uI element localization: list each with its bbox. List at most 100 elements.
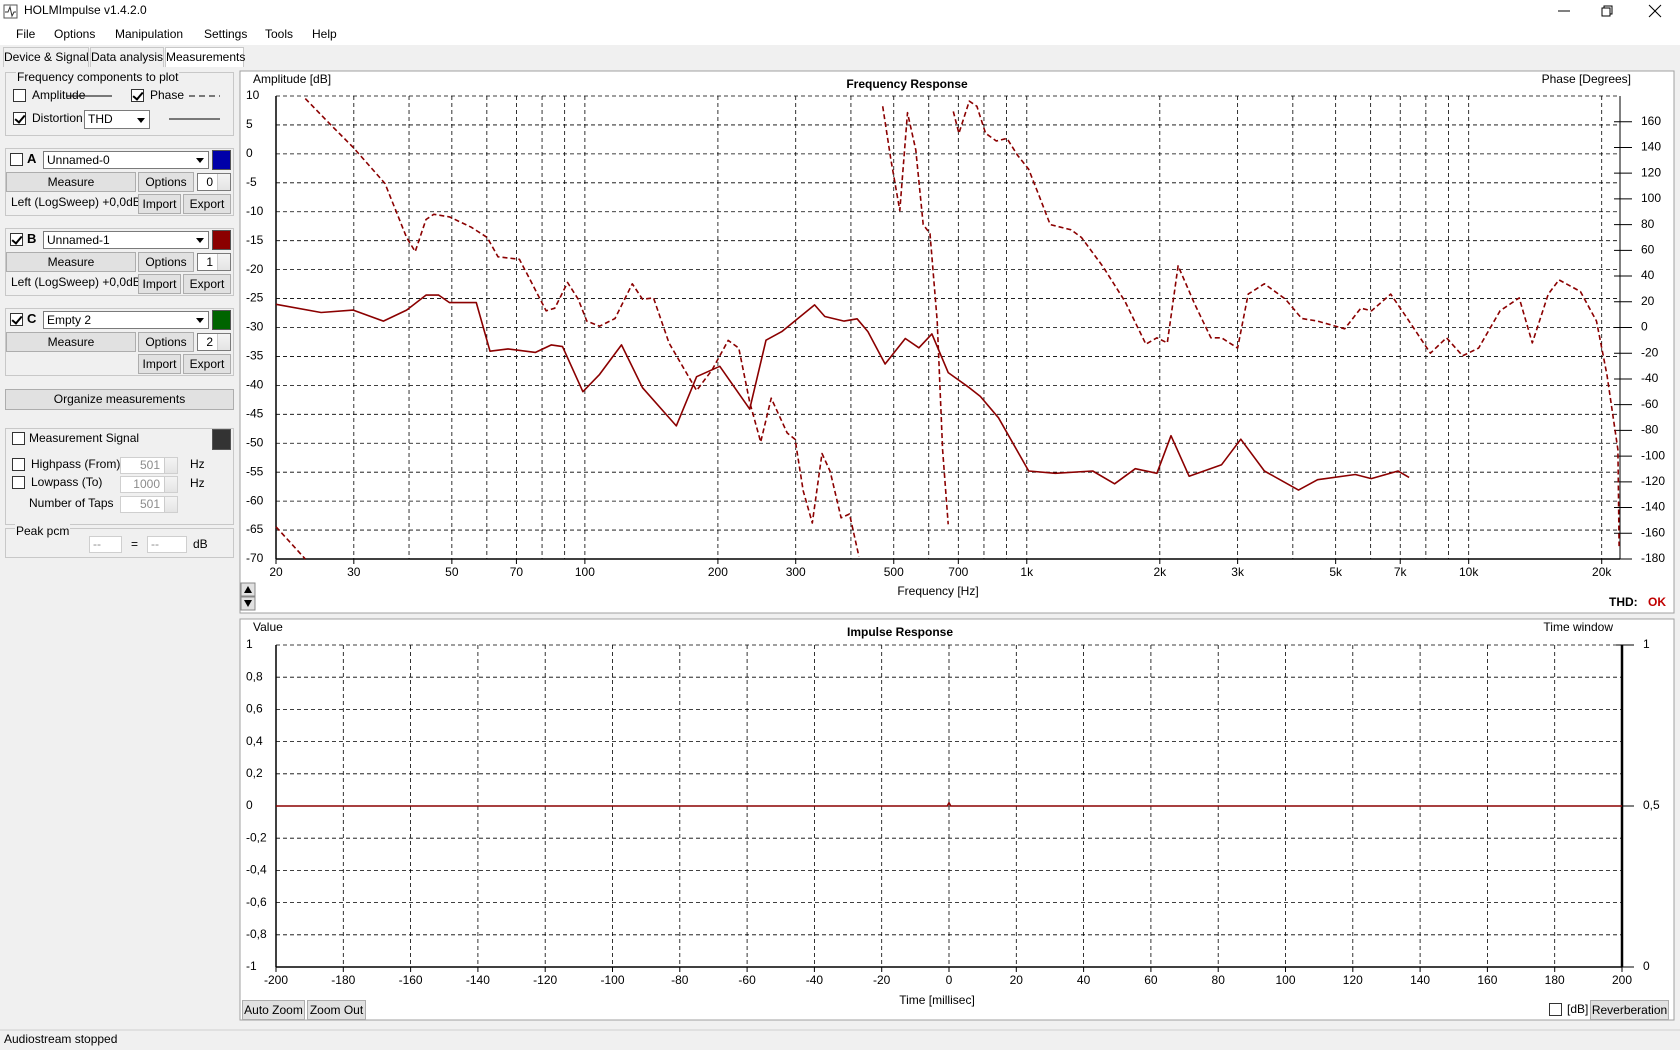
measurement-name[interactable]: Empty 2: [43, 311, 209, 329]
menu-item[interactable]: Help: [312, 27, 337, 41]
export-button[interactable]: Export: [183, 274, 231, 294]
measurement-index[interactable]: 1: [197, 253, 231, 271]
peak-equals: =: [131, 537, 139, 551]
measurement-color[interactable]: [212, 230, 231, 250]
measurement-source: Left (LogSweep) +0,0dB: [11, 195, 141, 209]
tab[interactable]: Data analysis: [90, 47, 164, 67]
x-tick-label: 500: [884, 565, 904, 579]
menu-item[interactable]: Tools: [265, 27, 294, 41]
options-button[interactable]: Options: [138, 252, 194, 272]
y2-tick-label: 80: [1641, 217, 1655, 231]
export-button[interactable]: Export: [183, 354, 231, 374]
measure-button[interactable]: Measure: [6, 252, 136, 272]
options-button[interactable]: Options: [138, 172, 194, 192]
x-tick-label: -100: [600, 973, 624, 987]
menu-item[interactable]: Options: [54, 27, 96, 41]
y2-tick-label: 40: [1641, 268, 1655, 282]
amplitude-checkbox[interactable]: [13, 89, 26, 102]
signal-color[interactable]: [212, 429, 231, 450]
measurement-group: [5, 308, 234, 376]
thd-label: THD:: [1609, 595, 1638, 609]
y2-tick-label: 0,5: [1643, 798, 1660, 812]
measurement-index[interactable]: 2: [197, 333, 231, 351]
lowpass-checkbox[interactable]: [12, 476, 25, 489]
measure-button[interactable]: Measure: [6, 332, 136, 352]
phase-line: [275, 98, 1620, 560]
measurement-name[interactable]: Unnamed-1: [43, 231, 209, 249]
import-button[interactable]: Import: [138, 354, 181, 374]
y-tick-label: -1: [246, 959, 257, 973]
x-tick-label: -180: [331, 973, 355, 987]
close-button[interactable]: [1648, 4, 1662, 18]
options-button[interactable]: Options: [138, 332, 194, 352]
lowpass-unit: Hz: [190, 476, 205, 490]
import-button[interactable]: Import: [138, 194, 181, 214]
x-tick-label: 40: [1077, 973, 1091, 987]
peak-group: [5, 528, 234, 558]
y-tick-label: -55: [246, 464, 264, 478]
tab[interactable]: Measurements: [165, 47, 245, 67]
x-tick-label: -160: [399, 973, 423, 987]
distortion-checkbox[interactable]: [13, 112, 26, 125]
auto-zoom-button[interactable]: Auto Zoom: [242, 1000, 305, 1020]
app-icon: [3, 4, 18, 19]
y2-tick-label: 120: [1641, 165, 1661, 179]
y2-tick-label: -120: [1641, 474, 1665, 488]
menu-item[interactable]: Manipulation: [115, 27, 184, 41]
measurement-checkbox[interactable]: [10, 313, 23, 326]
x-tick-label: 80: [1212, 973, 1226, 987]
x-tick-label: 1k: [1020, 565, 1034, 579]
impulse-panel: [239, 618, 1675, 1021]
phase-label: Phase: [150, 88, 185, 102]
measure-button[interactable]: Measure: [6, 172, 136, 192]
db-checkbox[interactable]: [1549, 1003, 1562, 1016]
scroll-up[interactable]: [240, 582, 256, 597]
lowpass-value[interactable]: 1000: [120, 476, 178, 493]
zoom-out-button[interactable]: Zoom Out: [307, 1000, 366, 1020]
menu-item[interactable]: File: [16, 27, 36, 41]
measurement-name[interactable]: Unnamed-0: [43, 151, 209, 169]
export-button[interactable]: Export: [183, 194, 231, 214]
y-tick-label: -65: [246, 522, 264, 536]
measurement-checkbox[interactable]: [10, 153, 23, 166]
y2-tick-label: -140: [1641, 500, 1665, 514]
measurement-checkbox[interactable]: [10, 233, 23, 246]
taps-value[interactable]: 501: [120, 496, 178, 513]
measurement-index[interactable]: 0: [197, 173, 231, 191]
y-tick-label: -5: [246, 175, 257, 189]
measurement-group: [5, 148, 234, 216]
x-tick-label: -60: [738, 973, 756, 987]
import-button[interactable]: Import: [138, 274, 181, 294]
spin-arrows: [164, 477, 177, 492]
measurement-color[interactable]: [212, 150, 231, 170]
highpass-checkbox[interactable]: [12, 458, 25, 471]
y-tick-label: -25: [246, 291, 264, 305]
signal-checkbox[interactable]: [12, 432, 25, 445]
y-tick-label: 0: [246, 798, 253, 812]
scroll-down[interactable]: [240, 596, 256, 611]
x-tick-label: 30: [347, 565, 361, 579]
restore-button[interactable]: [1601, 5, 1613, 17]
reverberation-button[interactable]: Reverberation: [1590, 1000, 1669, 1020]
y-tick-label: -50: [246, 435, 264, 449]
phase-checkbox[interactable]: [131, 89, 144, 102]
y-tick-label: -40: [246, 378, 264, 392]
distortion-type[interactable]: THD: [84, 110, 150, 129]
menu-bar: [0, 24, 1680, 45]
x-tick-label: 3k: [1231, 565, 1245, 579]
x-tick-label: 120: [1343, 973, 1363, 987]
x-tick-label: 20: [1010, 973, 1024, 987]
spin-arrows: [164, 497, 177, 512]
y2-tick-label: 100: [1641, 191, 1661, 205]
menu-item[interactable]: Settings: [204, 27, 248, 41]
peak-right: --: [147, 536, 187, 553]
highpass-value[interactable]: 501: [120, 457, 178, 474]
organize-button[interactable]: Organize measurements: [5, 389, 234, 410]
taps-label: Number of Taps: [29, 496, 114, 510]
measurement-color[interactable]: [212, 310, 231, 330]
y2-tick-label: -60: [1641, 397, 1659, 411]
measurement-letter: C: [27, 311, 37, 326]
tab[interactable]: Device & Signal: [3, 47, 89, 67]
y-tick-label: 5: [246, 117, 253, 131]
